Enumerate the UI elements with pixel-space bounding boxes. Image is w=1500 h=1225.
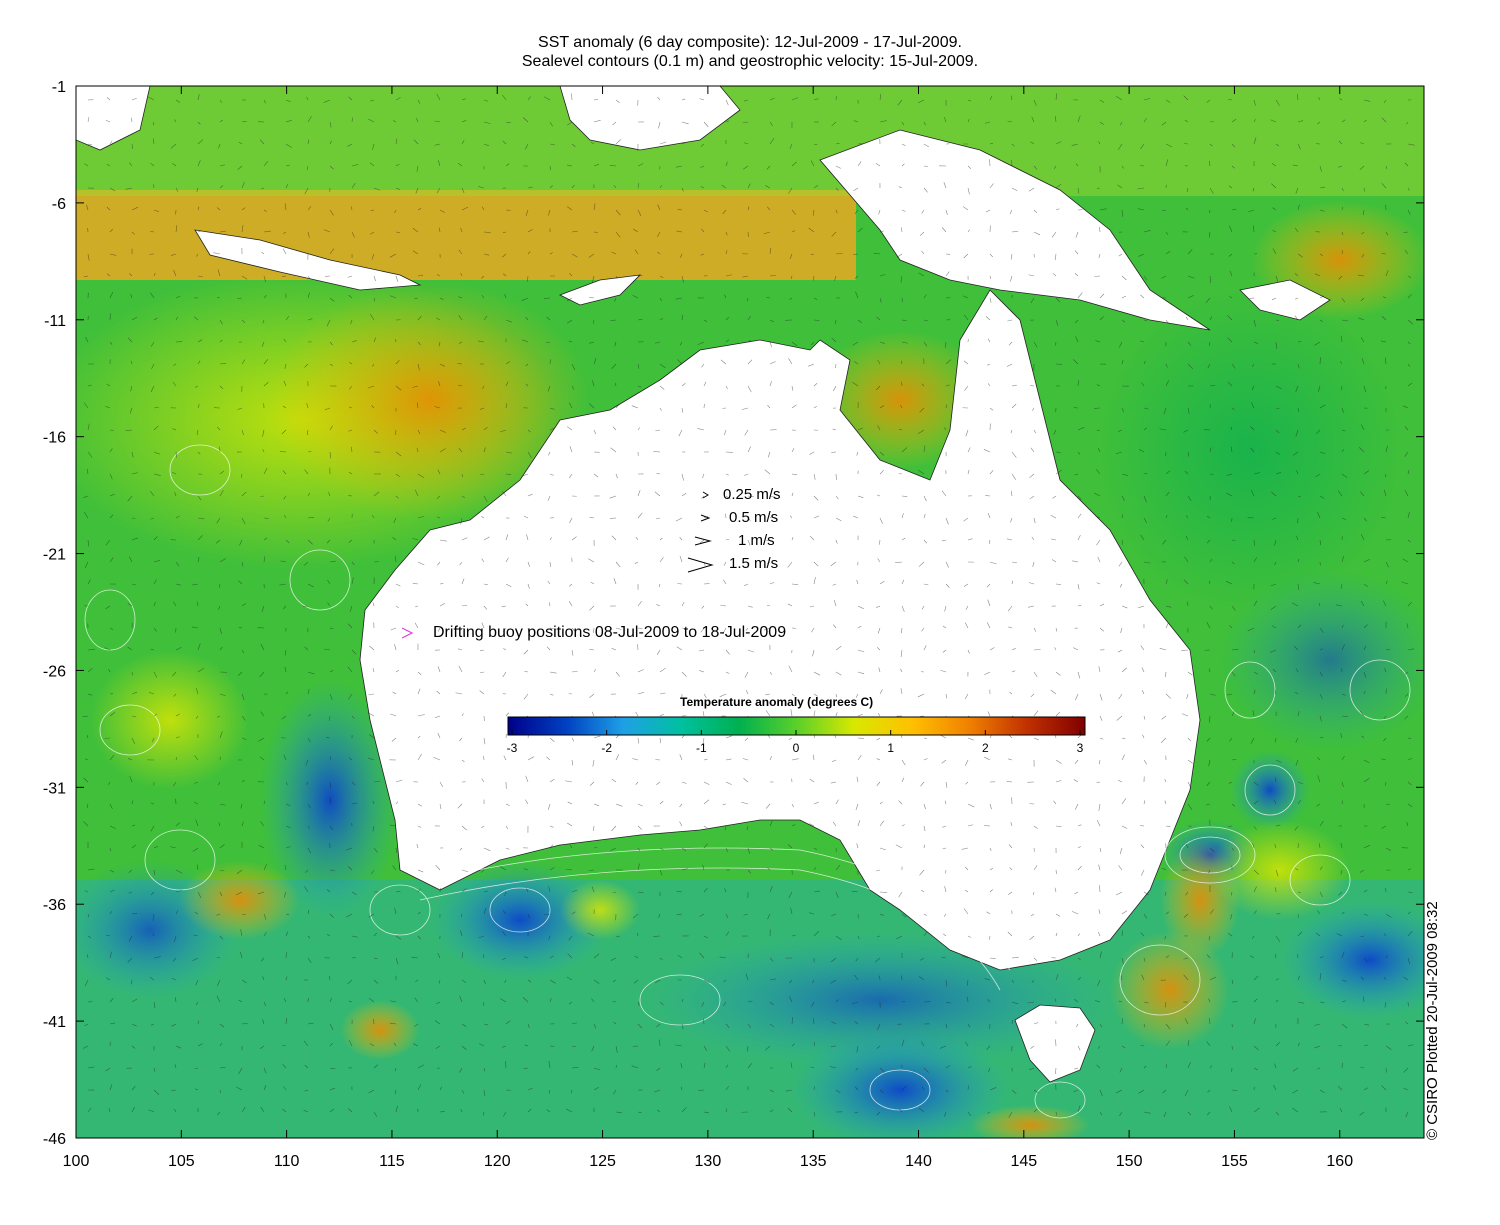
y-tick-label: -26 — [43, 663, 66, 680]
plot-frame — [75, 85, 1425, 1139]
velocity-symbol-0.5 — [700, 514, 711, 522]
colorbar-tick-label: 2 — [982, 741, 989, 755]
velocity-legend-symbols — [687, 491, 714, 573]
x-tick-label: 100 — [63, 1153, 90, 1170]
x-tick-label: 155 — [1221, 1153, 1248, 1170]
colorbar-ticks: -3 -2 -1 0 1 2 3 — [507, 730, 1084, 755]
borneo-sulawesi — [559, 86, 741, 151]
y-axis: -1-6-11-16-21-26-31-36-41-46 — [43, 79, 1424, 1148]
velocity-symbol-1 — [694, 536, 712, 546]
y-tick-label: -31 — [43, 780, 66, 797]
new-britain — [1239, 279, 1331, 321]
colorbar-tick-label: 0 — [793, 741, 800, 755]
x-tick-label: 125 — [589, 1153, 616, 1170]
australia-landmass — [359, 289, 1201, 971]
x-tick-label: 160 — [1326, 1153, 1353, 1170]
y-tick-label: -6 — [52, 196, 66, 213]
x-tick-label: 110 — [274, 1153, 300, 1170]
y-tick-label: -1 — [52, 79, 66, 96]
buoy-legend-symbol — [401, 627, 414, 639]
y-tick-label: -11 — [44, 313, 66, 330]
colorbar-tick-label: -1 — [696, 741, 707, 755]
y-tick-label: -16 — [43, 430, 66, 447]
velocity-symbol-0.25 — [702, 491, 709, 499]
colorbar-tick-label: -2 — [601, 741, 612, 755]
sealevel-contours — [84, 444, 1411, 1119]
velocity-symbol-1.5 — [687, 557, 714, 573]
colorbar-tick-label: 1 — [887, 741, 894, 755]
x-tick-label: 135 — [800, 1153, 827, 1170]
colorbar-tick-label: -3 — [507, 741, 518, 755]
north-islands — [76, 86, 151, 151]
sst-field — [76, 86, 1424, 1138]
x-tick-label: 130 — [695, 1153, 722, 1170]
velocity-legend-label-3: 1 m/s — [738, 532, 775, 549]
x-tick-label: 140 — [905, 1153, 932, 1170]
y-tick-label: -41 — [43, 1014, 66, 1031]
geostrophic-velocity-arrows — [82, 93, 1415, 1118]
timor — [559, 274, 642, 306]
copyright-text: © CSIRO Plotted 20-Jul-2009 08:32 — [1424, 901, 1441, 1140]
x-axis: 100 105 110 115 120 125 130 135 140 145 150 155 160 — [63, 86, 1353, 1170]
velocity-legend-label-2: 0.5 m/s — [729, 509, 779, 526]
colorbar-tick-label: 3 — [1077, 741, 1084, 755]
y-tick-label: -36 — [43, 897, 66, 914]
title-line-2: Sealevel contours (0.1 m) and geostrophi… — [521, 53, 979, 70]
x-tick-label: 105 — [168, 1153, 195, 1170]
colorbar-title: Temperature anomaly (degrees C) — [680, 695, 874, 709]
x-tick-label: 150 — [1116, 1153, 1143, 1170]
x-tick-label: 145 — [1010, 1153, 1037, 1170]
y-tick-label: -21 — [43, 547, 66, 564]
new-guinea — [819, 129, 1211, 331]
buoy-legend-label: Drifting buoy positions 08-Jul-2009 to 1… — [433, 624, 787, 641]
x-tick-label: 120 — [484, 1153, 511, 1170]
title-line-1: SST anomaly (6 day composite): 12-Jul-20… — [538, 34, 962, 51]
velocity-legend-label-4: 1.5 m/s — [729, 555, 779, 572]
velocity-legend-label-1: 0.25 m/s — [723, 486, 781, 503]
tasmania — [1014, 1004, 1096, 1083]
y-tick-label: -46 — [43, 1131, 66, 1148]
x-tick-label: 115 — [379, 1153, 405, 1170]
java — [194, 229, 422, 291]
